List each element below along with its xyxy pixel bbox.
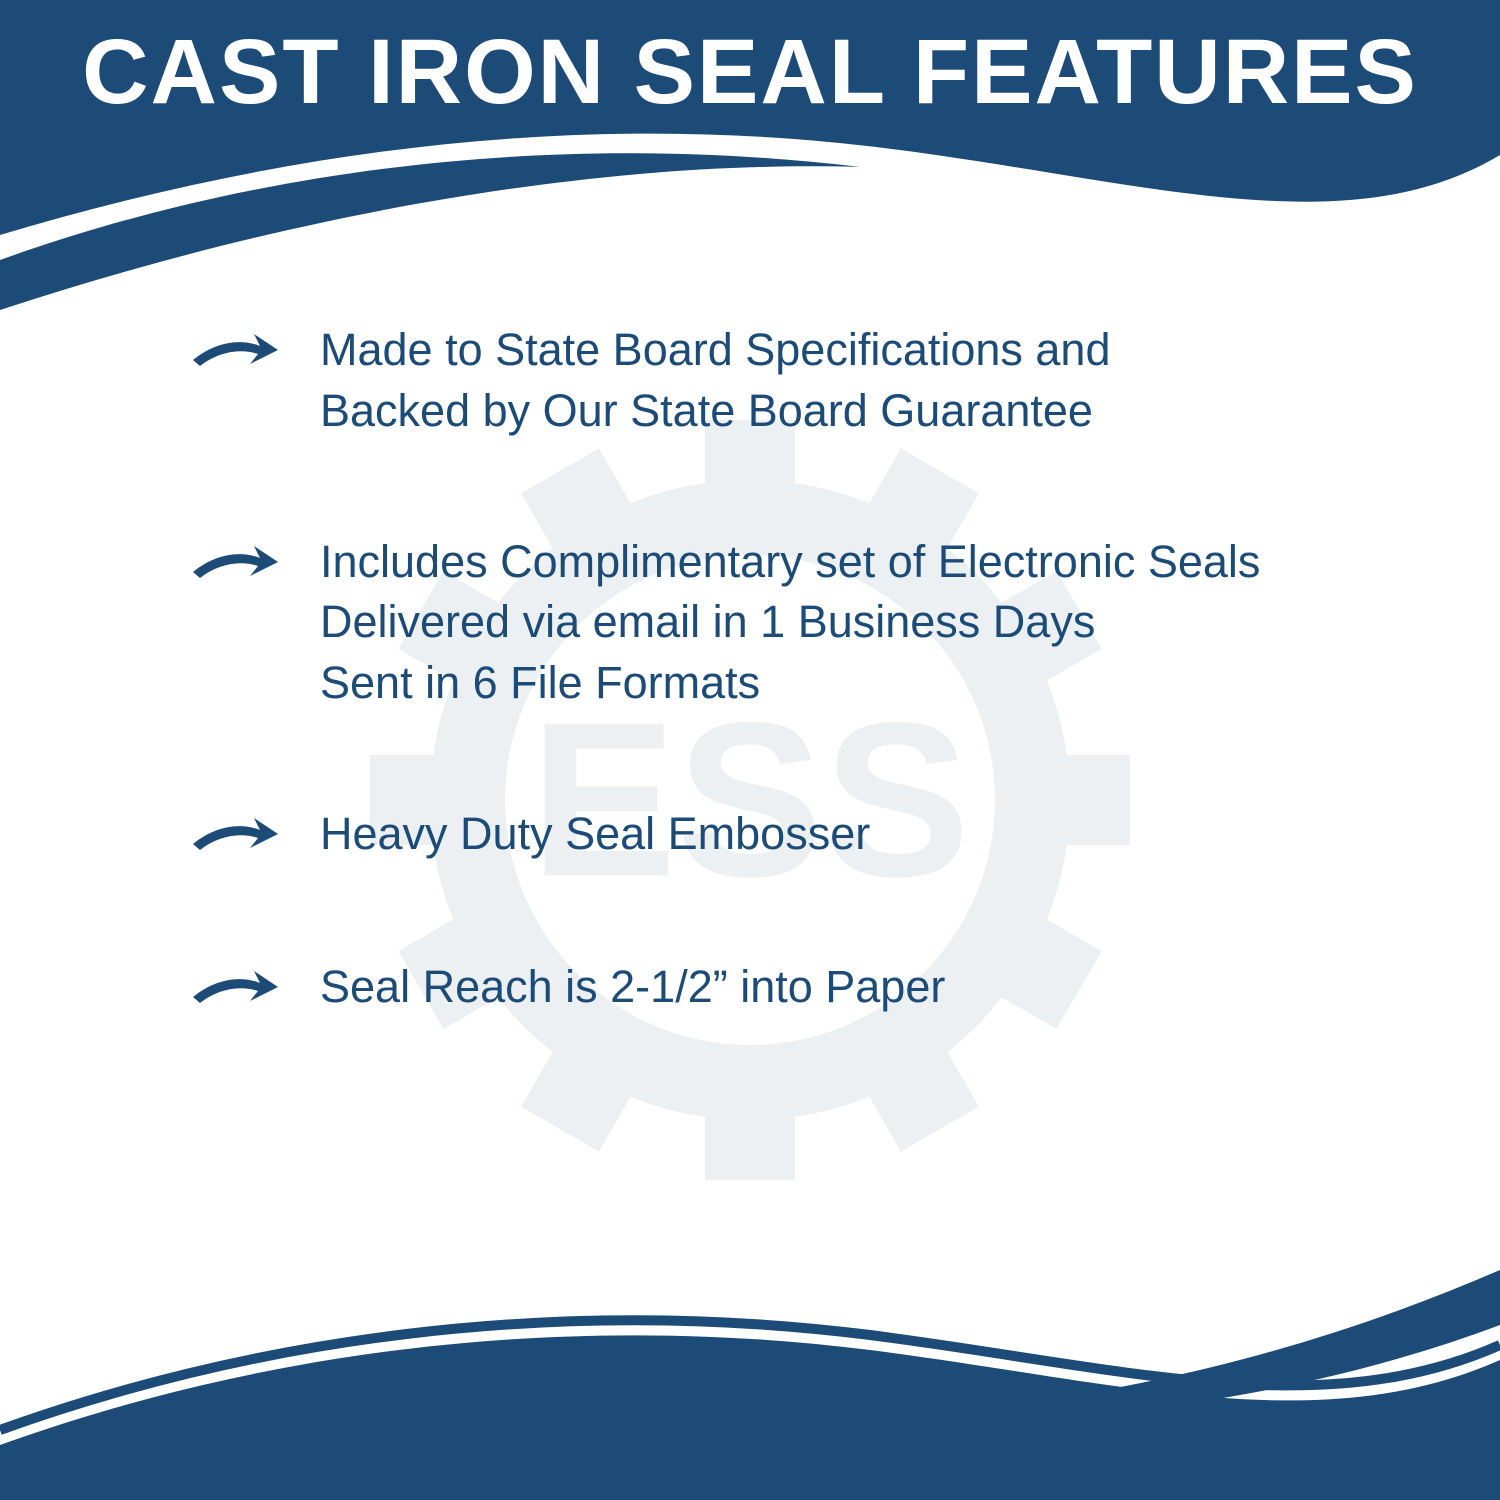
feature-line: Sent in 6 File Formats [320, 657, 760, 708]
feature-text: Heavy Duty Seal Embosser [320, 804, 870, 865]
arrow-icon [190, 328, 280, 383]
arrow-icon [190, 965, 280, 1020]
feature-line: Seal Reach is 2-1/2” into Paper [320, 961, 945, 1012]
feature-item: Made to State Board Specifications and B… [190, 320, 1380, 442]
feature-line: Made to State Board Specifications and [320, 324, 1111, 375]
footer-wave-svg [0, 1210, 1500, 1500]
feature-item: Seal Reach is 2-1/2” into Paper [190, 957, 1380, 1020]
feature-line: Heavy Duty Seal Embosser [320, 808, 870, 859]
footer-band [0, 1210, 1500, 1500]
feature-line: Includes Complimentary set of Electronic… [320, 536, 1260, 587]
header-curve [0, 105, 1500, 325]
page-title: CAST IRON SEAL FEATURES [0, 20, 1500, 125]
feature-text: Made to State Board Specifications and B… [320, 320, 1111, 442]
feature-line: Delivered via email in 1 Business Days [320, 596, 1095, 647]
feature-item: Includes Complimentary set of Electronic… [190, 532, 1380, 714]
feature-text: Seal Reach is 2-1/2” into Paper [320, 957, 945, 1018]
header-wave-svg [0, 105, 1500, 325]
feature-item: Heavy Duty Seal Embosser [190, 804, 1380, 867]
feature-line: Backed by Our State Board Guarantee [320, 385, 1093, 436]
feature-list: Made to State Board Specifications and B… [190, 320, 1380, 1110]
arrow-icon [190, 812, 280, 867]
arrow-icon [190, 540, 280, 595]
feature-text: Includes Complimentary set of Electronic… [320, 532, 1260, 714]
